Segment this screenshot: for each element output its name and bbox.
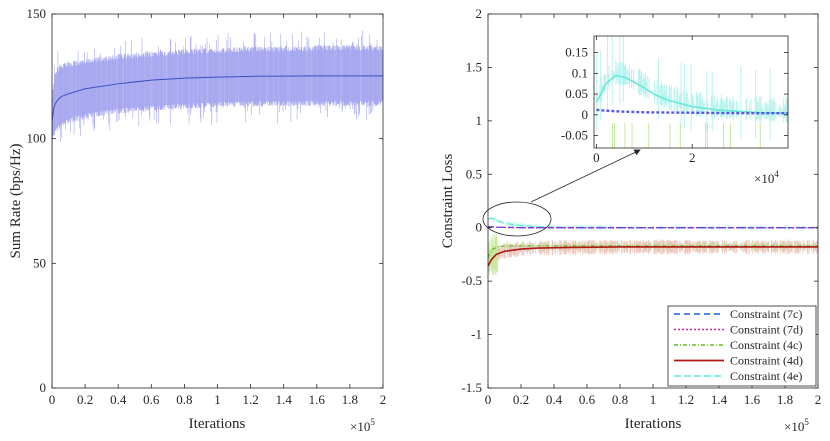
y-tick-label: 0.1 xyxy=(572,65,588,80)
right-chart: 0 0.2 0.4 0.6 0.8 1 1.2 1.4 1.6 1.8 2 -1.5-1-0.500… xyxy=(440,6,821,434)
y-tick-label: 0 xyxy=(476,220,483,235)
x-tick-label: 0.8 xyxy=(612,392,628,407)
x-tick-label: 1.8 xyxy=(777,392,793,407)
right-y-ticks: -1.5 -1 -0.5 0 0.5 1 1.5 2 xyxy=(461,6,818,395)
legend-label: Constraint (4d) xyxy=(730,354,803,368)
y-tick-label: 50 xyxy=(33,255,46,270)
legend-label: Constraint (7d) xyxy=(730,323,803,337)
sum-rate-mean-line xyxy=(52,75,383,122)
legend-label: Constraint (4c) xyxy=(730,338,802,352)
x-tick-label: 2 xyxy=(689,150,696,165)
y-tick-label: -0.05 xyxy=(561,128,588,143)
y-tick-label: -1 xyxy=(471,327,482,342)
constraint-line-4 xyxy=(488,217,818,229)
x-tick-label: 1.8 xyxy=(342,392,358,407)
inset-green-noise xyxy=(611,123,761,148)
x-tick-label: 1.4 xyxy=(276,392,293,407)
legend-label: Constraint (7c) xyxy=(730,307,802,321)
x-tick-label: 2 xyxy=(380,392,387,407)
inset-cyan-noise xyxy=(596,36,788,140)
y-tick-label: 0 xyxy=(40,380,47,395)
left-x-multiplier: ×105 xyxy=(350,417,375,434)
y-tick-label: 150 xyxy=(27,6,47,21)
inset-axes-box xyxy=(593,35,789,149)
left-x-ticks: 0 0.2 0.4 0.6 0.8 1 1.2 1.4 1.6 1.8 2 xyxy=(49,14,387,407)
legend-label: Constraint (4e) xyxy=(730,369,802,383)
right-y-axis-label: Constraint Loss xyxy=(440,154,456,249)
y-tick-label: 0 xyxy=(582,107,589,122)
y-tick-label: 0.5 xyxy=(466,166,482,181)
x-tick-label: 1 xyxy=(214,392,221,407)
x-tick-label: 0.2 xyxy=(77,392,93,407)
y-tick-label: -1.5 xyxy=(461,380,482,395)
right-x-ticks: 0 0.2 0.4 0.6 0.8 1 1.2 1.4 1.6 1.8 2 xyxy=(485,14,822,407)
x-tick-label: 1 xyxy=(650,392,657,407)
left-chart: 0 0.2 0.4 0.6 0.8 1 1.2 1.4 1.6 1.8 2 0 50 100 150 It… xyxy=(8,6,386,434)
x-tick-label: 1.6 xyxy=(309,392,326,407)
x-tick-label: 1.2 xyxy=(678,392,694,407)
x-tick-label: 0.4 xyxy=(110,392,127,407)
y-tick-label: -0.5 xyxy=(461,273,482,288)
x-tick-label: 0 xyxy=(593,150,600,165)
y-tick-label: 0.05 xyxy=(565,86,588,101)
left-y-ticks: 0 50 100 150 xyxy=(27,6,383,395)
x-tick-label: 1.6 xyxy=(744,392,761,407)
constraint-line-2 xyxy=(488,245,818,258)
zoom-ellipse xyxy=(482,201,552,237)
x-tick-label: 1.4 xyxy=(711,392,728,407)
left-y-axis-label: Sum Rate (bps/Hz) xyxy=(8,144,24,259)
sum-rate-plot-area xyxy=(52,75,383,388)
x-tick-label: 2 xyxy=(815,392,822,407)
left-x-axis-label: Iterations xyxy=(189,416,246,432)
constraint-line-3 xyxy=(488,246,818,267)
x-tick-label: 0.8 xyxy=(176,392,192,407)
right-x-axis-label: Iterations xyxy=(625,416,682,432)
legend-box xyxy=(667,305,817,387)
constraint-line-0 xyxy=(488,226,818,229)
y-tick-label: 1.5 xyxy=(466,59,482,74)
zoom-arrow xyxy=(530,149,641,203)
legend: Constraint (7c)Constraint (7d)Constraint… xyxy=(667,305,817,387)
x-tick-label: 0.4 xyxy=(546,392,563,407)
y-tick-label: 0.15 xyxy=(565,45,588,60)
x-tick-label: 0.6 xyxy=(579,392,596,407)
right-x-multiplier: ×105 xyxy=(784,417,809,434)
inset-noise xyxy=(596,36,788,148)
y-tick-label: 100 xyxy=(27,131,47,146)
inset-line-0 xyxy=(595,74,788,114)
constraint-4e-noise xyxy=(490,216,818,231)
inset-line-1 xyxy=(596,108,788,115)
inset-x-multiplier: ×104 xyxy=(754,169,779,186)
x-tick-label: 0 xyxy=(49,392,56,407)
inset-plot-area xyxy=(595,74,788,115)
y-tick-label: 2 xyxy=(476,6,483,21)
constraint-line-1 xyxy=(488,226,818,229)
x-tick-label: 1.2 xyxy=(242,392,258,407)
x-tick-label: 0.2 xyxy=(513,392,529,407)
inset-y-ticks: -0.05 0 0.05 0.1 0.15 xyxy=(561,45,788,143)
x-tick-label: 0.6 xyxy=(143,392,160,407)
x-tick-label: 0 xyxy=(485,392,492,407)
constraint-plot-area xyxy=(488,217,818,267)
y-tick-label: 1 xyxy=(476,113,483,128)
